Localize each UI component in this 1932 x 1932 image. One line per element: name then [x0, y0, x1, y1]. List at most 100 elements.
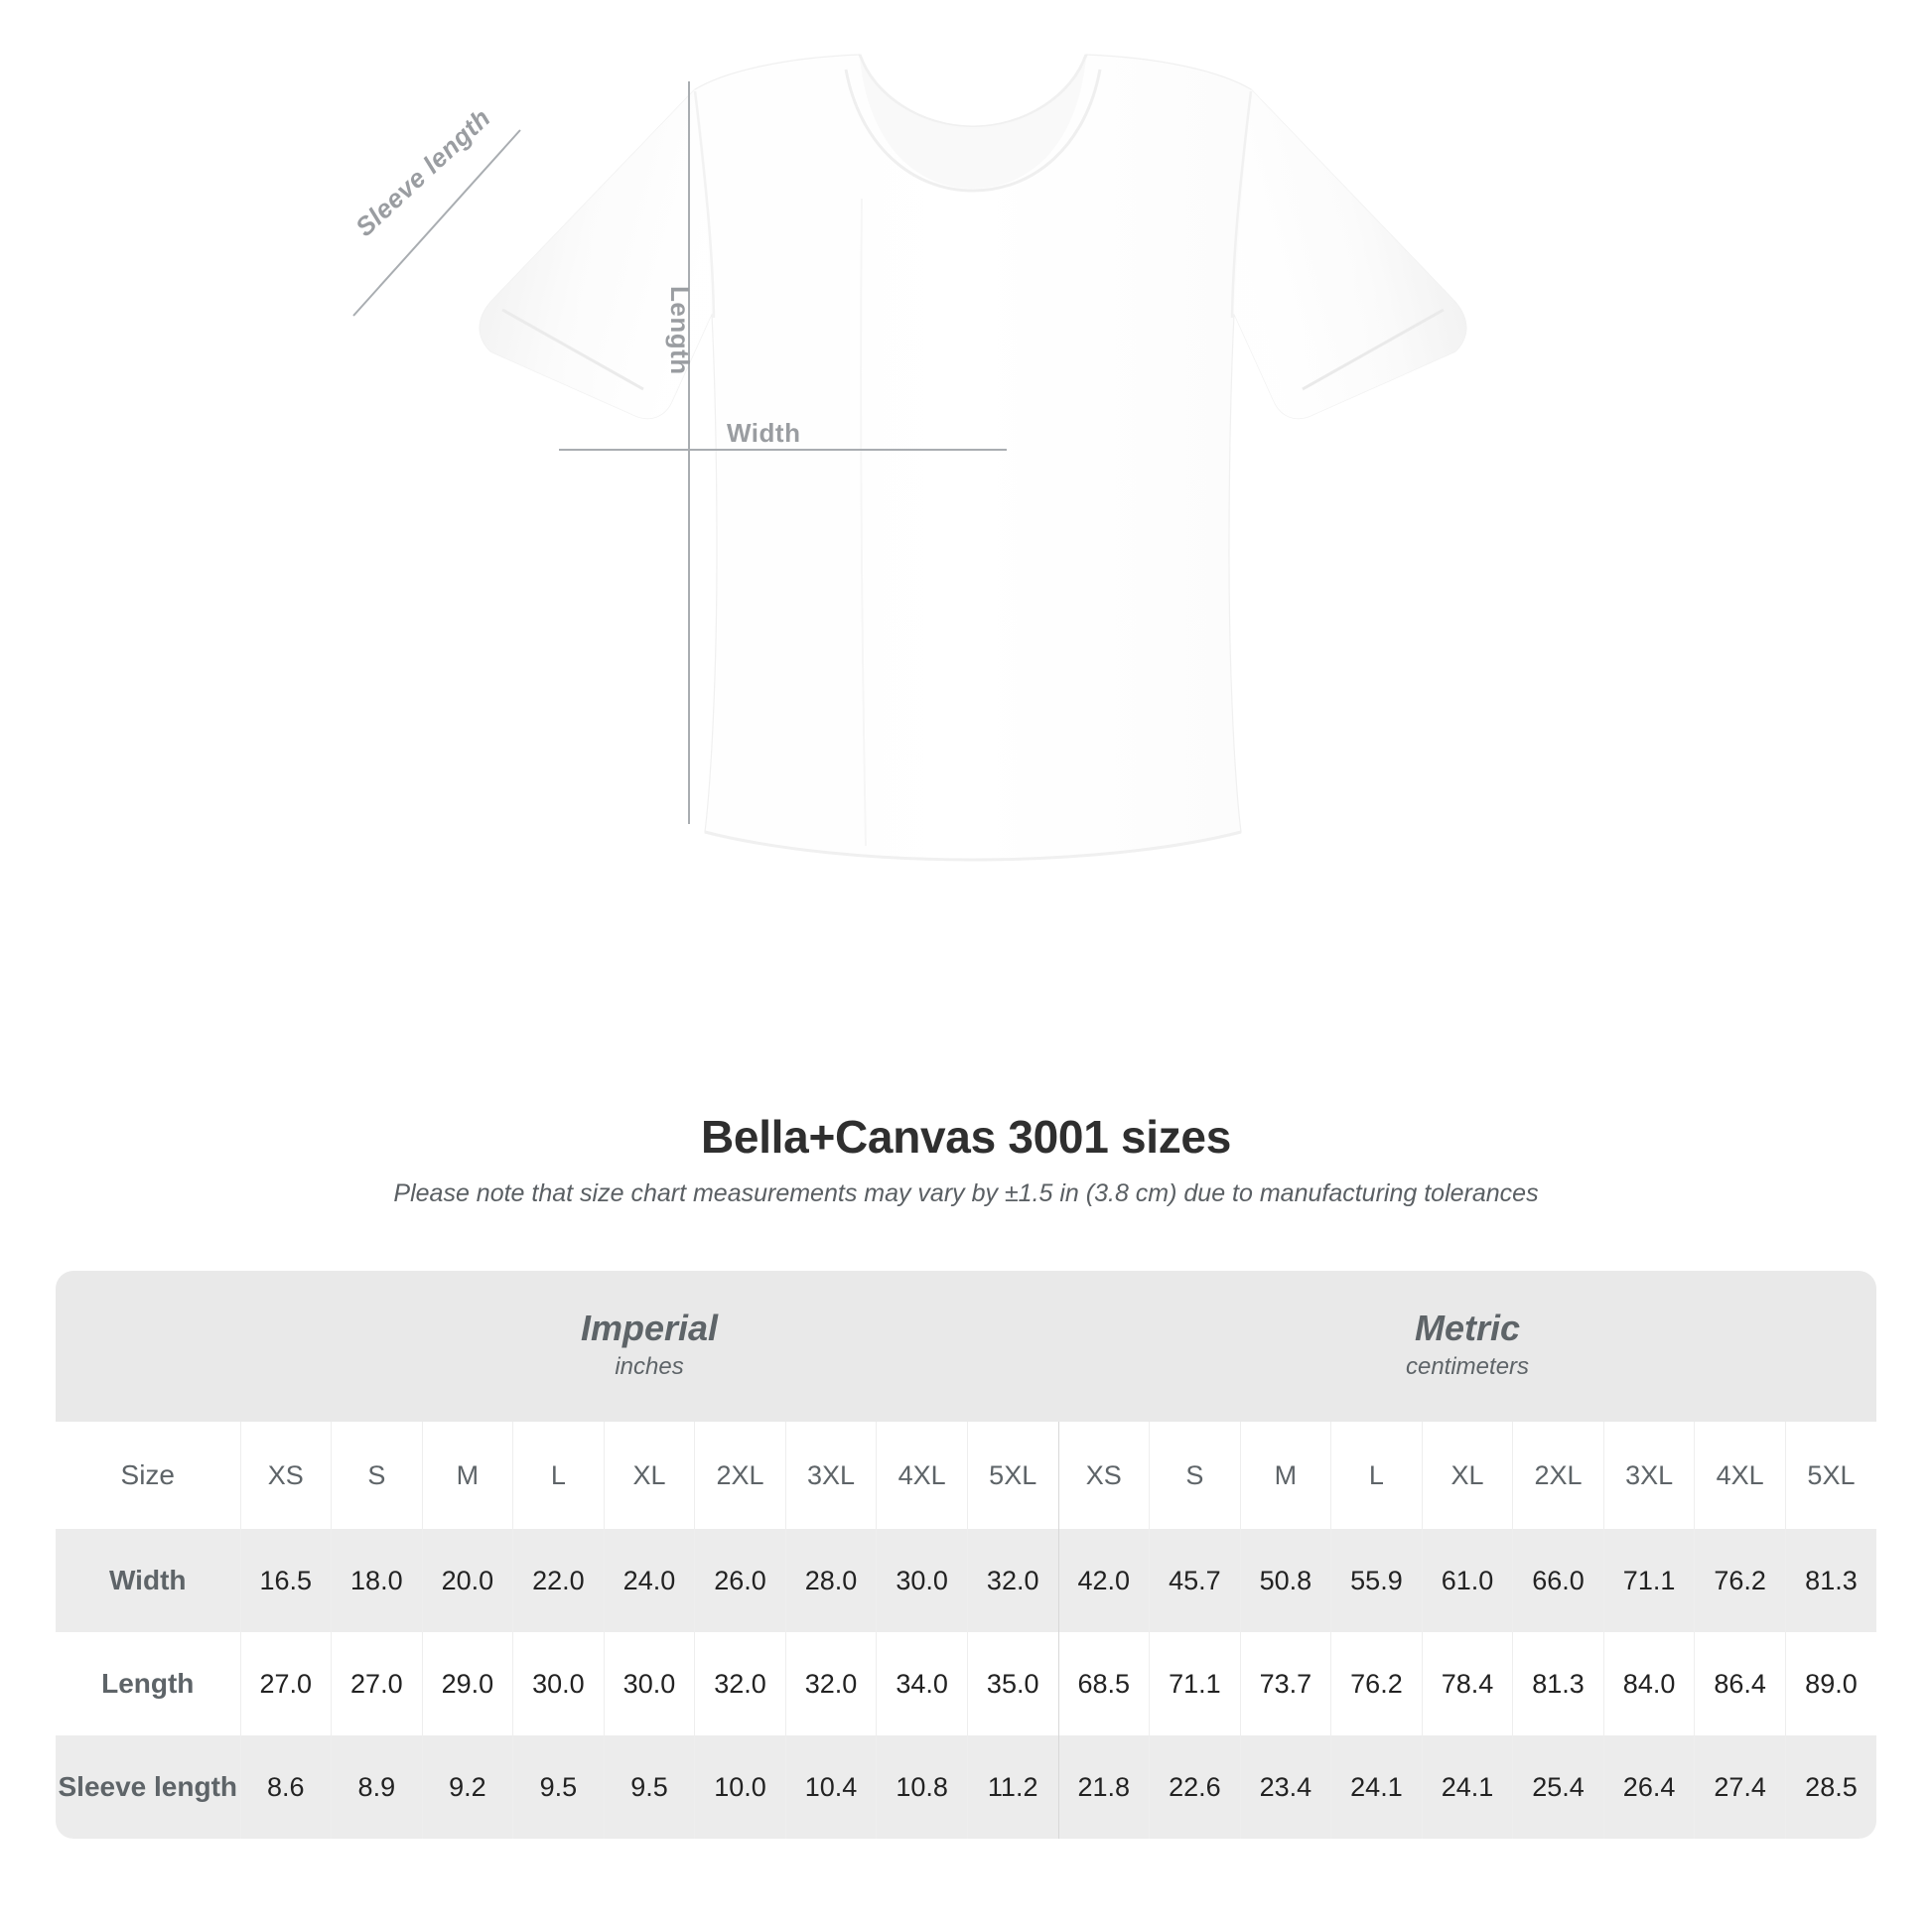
unit-system-spacer: [56, 1271, 240, 1422]
size-header-cell: 3XL: [784, 1422, 877, 1529]
size-chart-table-wrapper: Imperial inches Metric centimeters Size …: [56, 1271, 1876, 1839]
measurement-row-label: Sleeve length: [56, 1735, 240, 1839]
table-row: Width 16.5 18.0 20.0 22.0 24.0 26.0 28.0 30.0 32.…: [56, 1529, 1876, 1632]
measurement-cell: 73.7: [1239, 1632, 1331, 1735]
measurement-cell: 86.4: [1694, 1632, 1786, 1735]
measurement-cell: 76.2: [1330, 1632, 1423, 1735]
measurement-cell: 32.0: [784, 1632, 877, 1735]
measurement-cell: 76.2: [1694, 1529, 1786, 1632]
measurement-cell: 10.8: [876, 1735, 968, 1839]
measurement-cell: 22.0: [512, 1529, 605, 1632]
measurement-cell: 22.6: [1149, 1735, 1241, 1839]
measurement-cell: 18.0: [331, 1529, 423, 1632]
measurement-cell: 35.0: [966, 1632, 1059, 1735]
measurement-cell: 42.0: [1057, 1529, 1150, 1632]
size-header-cell: M: [421, 1422, 513, 1529]
size-header-cell: M: [1239, 1422, 1331, 1529]
measurement-cell: 81.3: [1512, 1632, 1604, 1735]
measurement-cell: 71.1: [1602, 1529, 1695, 1632]
measurement-cell: 8.9: [331, 1735, 423, 1839]
measurement-cell: 10.0: [694, 1735, 786, 1839]
measurement-cell: 84.0: [1602, 1632, 1695, 1735]
size-row-label: Size: [56, 1422, 240, 1529]
size-header-cell: S: [331, 1422, 423, 1529]
unit-system-unit: inches: [615, 1353, 684, 1381]
measurement-cell: 30.0: [876, 1529, 968, 1632]
measurement-cell: 20.0: [421, 1529, 513, 1632]
measurement-cell: 81.3: [1784, 1529, 1876, 1632]
unit-system-name: Metric: [1415, 1307, 1521, 1348]
measurement-cell: 25.4: [1512, 1735, 1604, 1839]
measurement-cell: 32.0: [694, 1632, 786, 1735]
table-body: Width 16.5 18.0 20.0 22.0 24.0 26.0 28.0 30.0 32.…: [56, 1529, 1876, 1839]
size-header-row: Size XS S M L XL 2XL 3XL 4XL 5XL XS S M L XL 2XL 3XL 4XL…: [56, 1422, 1876, 1529]
page-title: Bella+Canvas 3001 sizes: [701, 1111, 1231, 1163]
measurement-cell: 32.0: [966, 1529, 1059, 1632]
measurement-cell: 27.0: [239, 1632, 332, 1735]
measurement-cell: 45.7: [1149, 1529, 1241, 1632]
measurement-cell: 34.0: [876, 1632, 968, 1735]
measurement-cell: 28.0: [784, 1529, 877, 1632]
measurement-cell: 71.1: [1149, 1632, 1241, 1735]
tolerance-note: Please note that size chart measurements…: [393, 1179, 1539, 1207]
size-header-cell: 5XL: [966, 1422, 1059, 1529]
measurement-cell: 24.1: [1421, 1735, 1513, 1839]
measurement-cell: 26.0: [694, 1529, 786, 1632]
measurement-cell: 26.4: [1602, 1735, 1695, 1839]
measurement-cell: 9.2: [421, 1735, 513, 1839]
measurement-cell: 11.2: [966, 1735, 1059, 1839]
table-row: Length 27.0 27.0 29.0 30.0 30.0 32.0 32.0 34.0 35…: [56, 1632, 1876, 1735]
measurement-cell: 23.4: [1239, 1735, 1331, 1839]
measurement-cell: 27.0: [331, 1632, 423, 1735]
measurement-cell: 16.5: [239, 1529, 332, 1632]
measurement-cell: 21.8: [1057, 1735, 1150, 1839]
measurement-cell: 24.0: [603, 1529, 695, 1632]
tshirt-diagram: [352, 54, 1467, 862]
size-header-cell: S: [1149, 1422, 1241, 1529]
sleeve-length-arrow: [352, 129, 521, 317]
table-head: Imperial inches Metric centimeters Size …: [56, 1271, 1876, 1529]
tshirt-illustration: Sleeve length Length Width: [349, 54, 1467, 862]
measurement-cell: 55.9: [1330, 1529, 1423, 1632]
length-label: Length: [665, 286, 695, 375]
measurement-cell: 30.0: [603, 1632, 695, 1735]
size-header-cell: 2XL: [1512, 1422, 1604, 1529]
measurement-cell: 50.8: [1239, 1529, 1331, 1632]
size-header-cell: XS: [239, 1422, 332, 1529]
measurement-cell: 9.5: [512, 1735, 605, 1839]
width-label: Width: [727, 418, 801, 448]
unit-system-metric: Metric centimeters: [1058, 1271, 1876, 1422]
size-chart-table: Imperial inches Metric centimeters Size …: [56, 1271, 1876, 1839]
measurement-row-label: Width: [56, 1529, 240, 1632]
measurement-cell: 27.4: [1694, 1735, 1786, 1839]
unit-system-imperial: Imperial inches: [240, 1271, 1059, 1422]
size-header-cell: 2XL: [694, 1422, 786, 1529]
measurement-row-label: Length: [56, 1632, 240, 1735]
unit-system-unit: centimeters: [1405, 1353, 1530, 1381]
size-header-cell: XL: [603, 1422, 695, 1529]
measurement-cell: 10.4: [784, 1735, 877, 1839]
measurement-cell: 29.0: [421, 1632, 513, 1735]
unit-system-row: Imperial inches Metric centimeters: [56, 1271, 1876, 1422]
size-header-cell: L: [512, 1422, 605, 1529]
measurement-cell: 8.6: [239, 1735, 332, 1839]
size-header-cell: 4XL: [876, 1422, 968, 1529]
tshirt-shape: [479, 54, 1467, 862]
size-header-cell: L: [1330, 1422, 1423, 1529]
size-header-cell: 5XL: [1784, 1422, 1876, 1529]
size-header-cell: 3XL: [1602, 1422, 1695, 1529]
measurement-cell: 30.0: [512, 1632, 605, 1735]
size-header-cell: 4XL: [1694, 1422, 1786, 1529]
measurement-cell: 61.0: [1421, 1529, 1513, 1632]
table-row: Sleeve length 8.6 8.9 9.2 9.5 9.5 10.0 10.4 10.8…: [56, 1735, 1876, 1839]
size-header-cell: XS: [1057, 1422, 1150, 1529]
measurement-cell: 68.5: [1057, 1632, 1150, 1735]
measurement-cell: 28.5: [1784, 1735, 1876, 1839]
size-header-cell: XL: [1421, 1422, 1513, 1529]
measurement-cell: 78.4: [1421, 1632, 1513, 1735]
measurement-cell: 66.0: [1512, 1529, 1604, 1632]
unit-system-name: Imperial: [580, 1307, 719, 1348]
measurement-cell: 89.0: [1784, 1632, 1876, 1735]
title-block: Bella+Canvas 3001 sizes Please note that…: [0, 1110, 1932, 1208]
measurement-cell: 9.5: [603, 1735, 695, 1839]
